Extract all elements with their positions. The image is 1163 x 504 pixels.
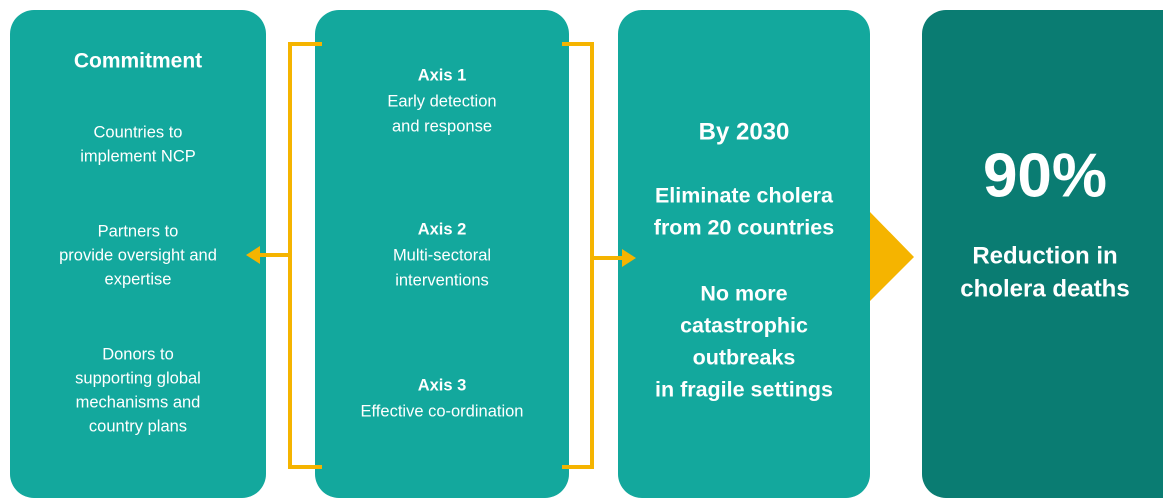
axis-title: Axis 2 — [418, 220, 467, 238]
goal-line: from 20 countries — [654, 216, 834, 240]
impact-box — [922, 10, 1163, 498]
axis-title: Axis 3 — [418, 376, 467, 394]
commitment-line: mechanisms and — [76, 393, 201, 411]
axis-line: Effective co-ordination — [361, 402, 524, 420]
goal-line: catastrophic — [680, 314, 808, 338]
brackets — [258, 42, 624, 469]
commitment-line: supporting global — [75, 369, 201, 387]
axis-line: Multi-sectoral — [393, 246, 491, 264]
commitment-line: country plans — [89, 417, 187, 435]
axis-line: and response — [392, 117, 492, 135]
goal-line: in fragile settings — [655, 378, 833, 402]
right-bracket — [562, 42, 594, 469]
chevron — [870, 212, 914, 301]
commitment-line: implement NCP — [80, 147, 196, 165]
axis-title: Axis 1 — [418, 66, 467, 84]
commitment-line: Donors to — [102, 345, 174, 363]
axis-line: Early detection — [387, 92, 496, 110]
impact-line: Reduction in — [972, 242, 1117, 269]
axes-box — [315, 10, 569, 498]
commitment-line: expertise — [105, 270, 172, 288]
goals-title: By 2030 — [699, 118, 790, 145]
commitment-title: Commitment — [74, 50, 202, 73]
commitment-line: provide oversight and — [59, 246, 217, 264]
goals-box — [618, 10, 870, 498]
impact-line: cholera deaths — [960, 275, 1129, 302]
impact-value: 90% — [983, 141, 1107, 210]
axis-line: interventions — [395, 271, 489, 289]
goal-line: Eliminate cholera — [655, 184, 834, 208]
commitment-line: Countries to — [94, 123, 183, 141]
goal-line: outbreaks — [693, 346, 796, 370]
commitment-line: Partners to — [98, 222, 179, 240]
arrow-left-head — [246, 246, 260, 264]
arrow-right-head — [622, 249, 636, 267]
goal-line: No more — [700, 282, 787, 306]
commitment-box — [10, 10, 266, 498]
